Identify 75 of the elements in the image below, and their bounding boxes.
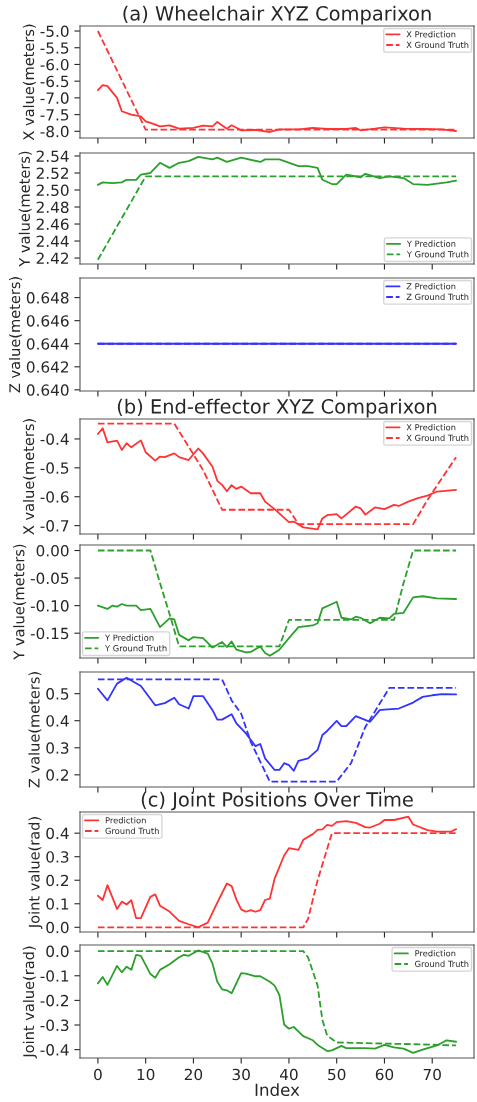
y-tick-label: -0.10 [30,600,69,612]
y-tick-label: -0.4 [40,1044,69,1056]
y-tick-label: 2.52 [36,167,69,180]
y-tick-label: -6.0 [40,58,69,71]
legend-label: Z Ground Truth [406,293,469,301]
y-tick-label: 0.5 [46,688,69,700]
legend-label: Prediction [105,817,146,824]
x-tick-label: 50 [328,1068,346,1081]
y-axis-title: Y value(meters) [18,151,32,267]
y-tick-label: -0.5 [40,462,69,474]
legend-label: X Prediction [406,424,456,431]
x-tick-label: 0 [94,1068,102,1081]
y-axis-title: Joint value(rad) [28,817,43,929]
y-tick-label: 2.44 [36,235,69,247]
y-tick-label: -7.5 [40,109,69,121]
y-tick-label: 0.640 [26,384,69,396]
y-tick-label: 0.4 [46,827,69,840]
y-tick-label: -0.4 [40,433,69,445]
y-tick-label: -0.7 [40,520,69,532]
y-tick-label: -6.5 [40,75,69,88]
chart-title: (a) Wheelchair XYZ Comparixon [123,5,431,25]
y-tick-label: 0.3 [46,851,69,863]
legend-label: X Prediction [406,31,456,38]
y-tick-label: -0.3 [40,1019,69,1032]
y-tick-label: 0.3 [46,742,69,754]
x-tick-label: 60 [375,1068,394,1081]
legend-label: X Ground Truth [406,41,469,49]
chart-title: (c) Joint Positions Over Time [141,791,413,811]
legend-label: Y Ground Truth [104,644,167,652]
y-tick-label: -0.2 [40,994,69,1007]
y-tick-label: 0.00 [36,544,69,557]
y-tick-label: -0.1 [40,970,69,982]
y-tick-label: 0.4 [46,715,69,727]
y-tick-label: 0.644 [26,338,69,350]
legend-label: Y Prediction [406,240,456,247]
y-axis-title: X value(meters) [22,24,36,141]
y-tick-label: 0.2 [46,874,69,887]
x-tick-label: 20 [184,1068,203,1081]
y-tick-label: -7.0 [40,92,69,104]
legend-label: Ground Truth [415,960,469,968]
y-tick-label: 0.648 [26,292,69,304]
y-tick-label: 0.2 [46,769,69,781]
x-tick-label: 30 [232,1068,250,1081]
legend-label: Ground Truth [105,827,159,835]
y-axis-title: Y value(meters) [13,544,27,660]
y-tick-label: 2.46 [36,218,69,231]
legend-label: Y Prediction [104,634,154,641]
y-tick-label: -0.15 [30,627,69,640]
x-axis-title: Index [255,1083,300,1097]
y-tick-label: 2.50 [36,184,69,197]
x-tick-label: 10 [137,1068,155,1081]
y-tick-label: -0.6 [40,491,69,503]
y-axis-title: X value(meters) [22,419,36,535]
y-tick-label: 0.642 [26,361,69,373]
y-tick-label: 2.42 [36,252,69,264]
y-tick-label: 0.646 [26,315,69,327]
y-tick-label: 0.1 [46,898,69,910]
y-tick-label: -8.0 [40,125,69,138]
x-tick-label: 40 [279,1068,298,1081]
legend-label: X Ground Truth [406,434,469,442]
y-tick-label: 2.48 [36,201,69,214]
y-axis-title: Z value(meters) [8,277,22,393]
y-tick-label: 0.0 [46,921,69,934]
chart-title: (b) End-effector XYZ Comparixon [117,398,437,418]
y-axis-title: Joint value(rad) [22,946,37,1059]
y-tick-label: 0.0 [46,945,69,958]
x-tick-label: 70 [423,1068,441,1081]
y-tick-label: -5.5 [40,42,69,54]
legend-label: Z Prediction [406,283,456,290]
y-tick-label: -5.0 [40,25,69,38]
y-tick-label: 2.54 [36,150,69,162]
legend-label: Prediction [415,950,456,957]
y-axis-title: Z value(meters) [28,672,42,788]
legend-label: Y Ground Truth [406,250,469,258]
y-tick-label: -0.05 [30,572,69,585]
